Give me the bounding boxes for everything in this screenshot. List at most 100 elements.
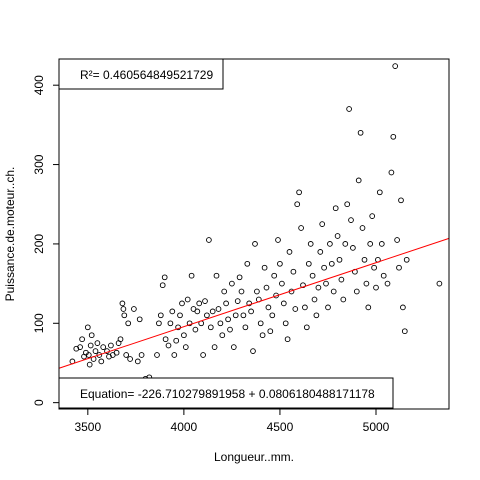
data-point (171, 352, 178, 358)
data-point (277, 260, 283, 267)
data-point (388, 169, 395, 176)
data-point (94, 340, 101, 346)
r2-legend-text: R²= 0.460564849521729 (80, 68, 213, 82)
y-tick-label: 100 (32, 313, 46, 333)
data-point (365, 304, 372, 311)
data-point (138, 352, 145, 358)
data-point (157, 312, 164, 319)
x-tick-label: 4500 (267, 420, 294, 434)
data-point (380, 272, 387, 279)
data-point (119, 300, 126, 307)
data-point (248, 308, 254, 315)
data-point (230, 344, 237, 350)
y-tick-label: 300 (32, 154, 46, 174)
data-point (296, 189, 302, 196)
data-point (307, 241, 314, 247)
data-point (88, 332, 95, 339)
data-point (328, 260, 335, 267)
data-point (154, 352, 160, 358)
data-point (286, 249, 293, 255)
data-point (327, 241, 333, 247)
data-point (108, 342, 114, 349)
data-point (403, 256, 410, 263)
data-point (202, 298, 208, 304)
data-point (100, 344, 107, 350)
data-point (279, 280, 285, 287)
x-axis: 3500 4000 4500 5000 (74, 409, 390, 434)
data-point (127, 356, 133, 362)
data-point (200, 352, 206, 358)
data-point (323, 280, 329, 287)
data-point (338, 276, 345, 283)
data-point (184, 296, 191, 303)
data-point (240, 312, 247, 319)
data-point (373, 284, 379, 291)
data-point (236, 274, 243, 281)
data-point (315, 284, 322, 291)
data-point (261, 264, 268, 271)
data-point (192, 326, 199, 333)
data-point (84, 324, 91, 331)
data-point (271, 272, 278, 279)
data-point (342, 241, 349, 247)
data-point (227, 326, 233, 333)
data-point (186, 320, 193, 327)
data-point (355, 177, 362, 184)
data-point (334, 233, 341, 239)
data-point (169, 308, 176, 315)
data-point (398, 197, 404, 204)
r2-legend: R²= 0.460564849521729 (58, 58, 224, 90)
data-point (232, 312, 239, 319)
data-point (161, 274, 168, 281)
data-point (309, 272, 316, 279)
data-point (259, 332, 266, 339)
data-point (244, 260, 251, 267)
data-point (250, 348, 256, 354)
data-point (182, 344, 189, 350)
data-point (120, 306, 127, 312)
data-point (371, 264, 377, 271)
data-point (207, 324, 214, 331)
y-axis: 0 100 200 300 400 (32, 75, 59, 406)
data-point (219, 332, 226, 339)
data-point (234, 298, 241, 304)
y-axis-label: Puissance.de.moteur..ch. (3, 167, 17, 302)
data-point (367, 241, 374, 247)
data-point (396, 264, 402, 271)
data-point (87, 342, 94, 349)
x-tick-label: 5000 (363, 420, 390, 434)
data-point (400, 304, 406, 311)
data-point (209, 308, 216, 315)
equation-legend-text: Equation= -226.710279891958 + 0.08061804… (80, 387, 375, 401)
data-point (131, 306, 137, 312)
data-point (92, 348, 99, 354)
data-point (188, 272, 195, 279)
data-point (167, 320, 174, 327)
data-point (179, 300, 185, 307)
data-point (392, 63, 399, 69)
data-point (269, 312, 276, 319)
data-point (284, 336, 291, 343)
data-point (156, 320, 162, 327)
data-point (350, 245, 356, 251)
data-point (162, 336, 169, 343)
data-point (125, 320, 132, 327)
data-point (257, 320, 264, 327)
data-point (265, 304, 272, 311)
data-point (357, 129, 364, 136)
data-point (282, 320, 289, 327)
data-point (98, 358, 105, 365)
equation-legend: Equation= -226.710279891958 + 0.08061804… (58, 377, 394, 409)
data-point (177, 312, 183, 319)
data-point (85, 352, 92, 358)
data-point (384, 280, 391, 287)
data-point (369, 213, 376, 219)
data-point (303, 324, 310, 331)
data-point (113, 349, 120, 356)
data-point (348, 217, 354, 223)
data-point (378, 241, 385, 247)
data-point (206, 237, 212, 243)
x-axis-label: Longueur..mm. (214, 450, 294, 464)
equation-legend-box (58, 377, 394, 409)
